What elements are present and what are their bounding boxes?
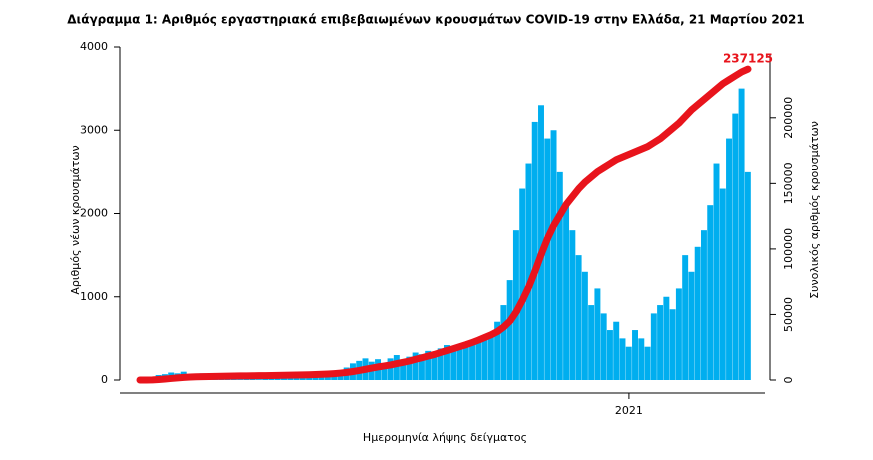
y-tick-label: 3000	[80, 123, 108, 136]
bar	[519, 189, 525, 380]
bar	[739, 89, 745, 380]
bar	[482, 338, 488, 380]
bar	[638, 338, 644, 380]
bar	[620, 338, 626, 380]
bar	[532, 122, 538, 380]
x-tick-label: 2021	[615, 404, 643, 417]
bar	[714, 164, 720, 380]
bar	[601, 313, 607, 380]
y-tick-label: 4000	[80, 40, 108, 53]
bar	[663, 297, 669, 380]
y-tick-label: 1000	[80, 290, 108, 303]
bar	[256, 379, 262, 380]
bar	[670, 309, 676, 380]
y2-axis-label: Συνολικός αριθμός κρουσμάτων	[808, 121, 821, 299]
y2-tick-label: 100000	[782, 228, 795, 270]
bar	[582, 272, 588, 380]
bar	[732, 114, 738, 380]
bar	[588, 305, 594, 380]
bar	[645, 347, 651, 380]
bar	[695, 247, 701, 380]
y-tick-label: 2000	[80, 207, 108, 220]
bar	[569, 230, 575, 380]
bar	[626, 347, 632, 380]
bar	[500, 305, 506, 380]
data-label: 237125	[723, 52, 773, 66]
y2-tick-label: 0	[782, 377, 795, 384]
bar	[475, 340, 481, 380]
bar	[594, 288, 600, 380]
y2-tick-label: 50000	[782, 297, 795, 332]
bar	[551, 130, 557, 380]
bar	[632, 330, 638, 380]
y2-tick-label: 150000	[782, 162, 795, 204]
bar	[682, 255, 688, 380]
bar	[262, 379, 268, 380]
y-tick-label: 0	[101, 373, 108, 386]
bar	[563, 205, 569, 380]
bar	[688, 272, 694, 380]
bar	[507, 280, 513, 380]
bar	[576, 255, 582, 380]
bar	[469, 345, 475, 380]
bar	[431, 355, 437, 380]
bar	[557, 172, 563, 380]
x-axis-label: Ημερομηνία λήψης δείγματος	[363, 431, 527, 444]
bar	[707, 205, 713, 380]
bar	[651, 313, 657, 380]
bar	[488, 333, 494, 380]
y2-tick-label: 200000	[782, 97, 795, 139]
bar	[676, 288, 682, 380]
bar	[450, 351, 456, 380]
bar	[701, 230, 707, 380]
bar	[544, 139, 550, 380]
y-axis-label: Αριθμός νέων κρουσμάτων	[69, 145, 82, 294]
chart-title: Διάγραμμα 1: Αριθμός εργαστηριακά επιβεβ…	[67, 13, 804, 27]
bar	[657, 305, 663, 380]
bar	[457, 347, 463, 380]
bar	[745, 172, 751, 380]
bar	[726, 139, 732, 380]
bar	[613, 322, 619, 380]
bar	[720, 189, 726, 380]
bar	[525, 164, 531, 380]
bar	[607, 330, 613, 380]
